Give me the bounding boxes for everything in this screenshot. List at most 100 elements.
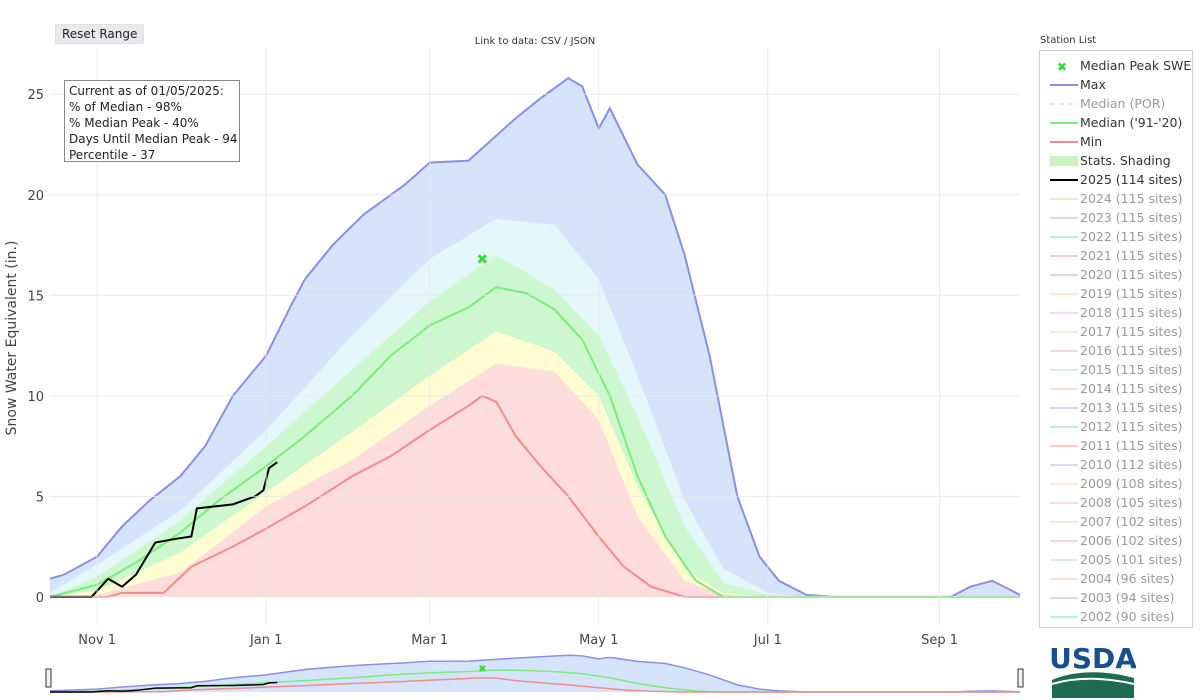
legend-label: 2018 (115 sites) [1080, 305, 1183, 320]
legend-item[interactable]: 2006 (102 sites) [1040, 532, 1192, 551]
legend-label: 2025 (114 sites) [1080, 172, 1183, 187]
legend-item[interactable]: 2014 (115 sites) [1040, 380, 1192, 399]
legend-item[interactable]: 2011 (115 sites) [1040, 437, 1192, 456]
usda-logo: USDA [1050, 642, 1136, 698]
legend-label: Stats. Shading [1080, 153, 1171, 168]
legend-item[interactable]: 2013 (115 sites) [1040, 399, 1192, 418]
legend-item[interactable]: 2015 (115 sites) [1040, 361, 1192, 380]
swe-chart: ✖ 0 5 10 15 20 25 Nov 1 Jan 1 Mar 1 May 1 Jul 1 Sep… [4, 48, 1024, 693]
y-tick-label: 25 [27, 88, 44, 103]
min-line [50, 394, 1020, 598]
legend-item[interactable]: Stats. Shading [1040, 152, 1192, 171]
legend-swatch [1050, 217, 1078, 219]
legend-swatch [1050, 597, 1078, 599]
legend-item[interactable]: 2018 (115 sites) [1040, 304, 1192, 323]
legend-label: Max [1080, 77, 1106, 92]
legend-label: Median ('91-'20) [1080, 115, 1183, 130]
legend-label: Median (POR) [1080, 96, 1166, 111]
legend-swatch [1050, 407, 1078, 409]
legend-swatch [1050, 445, 1078, 447]
legend-item[interactable]: 2020 (115 sites) [1040, 266, 1192, 285]
legend-item[interactable]: 2017 (115 sites) [1040, 323, 1192, 342]
legend-item[interactable]: 2005 (101 sites) [1040, 551, 1192, 570]
legend-label: 2003 (94 sites) [1080, 590, 1175, 605]
legend-item[interactable]: Max [1040, 76, 1192, 95]
range-slider[interactable]: ✖ [45, 654, 1024, 693]
legend-item[interactable]: 2023 (115 sites) [1040, 209, 1192, 228]
info-percentile: Percentile - 37 [69, 148, 156, 162]
legend-swatch [1050, 198, 1078, 200]
legend-swatch [1050, 156, 1078, 166]
data-link[interactable]: Link to data: CSV / JSON [474, 36, 596, 47]
legend-label: 2016 (115 sites) [1080, 343, 1183, 358]
y-tick-label: 5 [36, 490, 44, 505]
legend-item[interactable]: 2019 (115 sites) [1040, 285, 1192, 304]
status-info-box: Current as of 01/05/2025: % of Median - … [64, 80, 240, 162]
legend-item[interactable]: 2012 (115 sites) [1040, 418, 1192, 437]
legend-label: 2013 (115 sites) [1080, 400, 1183, 415]
slider-left-handle[interactable] [45, 668, 52, 688]
legend-label: 2002 (90 sites) [1080, 609, 1175, 624]
x-tick-label: Jul 1 [753, 633, 782, 648]
legend-item[interactable]: Median (POR) [1040, 95, 1192, 114]
legend-item[interactable]: 2022 (115 sites) [1040, 228, 1192, 247]
legend-item[interactable]: 2003 (94 sites) [1040, 589, 1192, 608]
info-current-date: Current as of 01/05/2025: [69, 84, 224, 98]
legend-label: 2004 (96 sites) [1080, 571, 1175, 586]
legend-item[interactable]: ✖ Median Peak SWE [1040, 57, 1192, 76]
legend-swatch: ✖ [1057, 60, 1067, 73]
y-tick-label: 20 [27, 189, 44, 204]
legend-label: 2015 (115 sites) [1080, 362, 1183, 377]
legend-item[interactable]: 2002 (90 sites) [1040, 608, 1192, 627]
legend-swatch [1050, 388, 1078, 390]
legend-label: Min [1080, 134, 1103, 149]
legend-swatch [1050, 540, 1078, 542]
legend-item[interactable]: 2008 (105 sites) [1040, 494, 1192, 513]
legend-label: 2008 (105 sites) [1080, 495, 1183, 510]
legend-item[interactable]: 2010 (112 sites) [1040, 456, 1192, 475]
legend-swatch [1050, 350, 1078, 352]
legend-swatch [1050, 426, 1078, 428]
info-days-until-peak: Days Until Median Peak - 94 [69, 132, 238, 146]
legend: ✖ Median Peak SWE Max Median (POR) Median ('… [1039, 50, 1193, 628]
legend-swatch [1050, 122, 1078, 124]
legend-swatch [1050, 274, 1078, 276]
legend-item[interactable]: 2021 (115 sites) [1040, 247, 1192, 266]
axes: 0 5 10 15 20 25 Nov 1 Jan 1 Mar 1 May 1 Jul 1 Sep 1 [27, 88, 958, 648]
legend-label: 2017 (115 sites) [1080, 324, 1183, 339]
y-tick-label: 0 [36, 591, 44, 606]
legend-item[interactable]: Min [1040, 133, 1192, 152]
x-tick-label: Sep 1 [921, 633, 958, 648]
legend-label: 2022 (115 sites) [1080, 229, 1183, 244]
legend-item[interactable]: 2009 (108 sites) [1040, 475, 1192, 494]
legend-label: 2014 (115 sites) [1080, 381, 1183, 396]
legend-item[interactable]: 2016 (115 sites) [1040, 342, 1192, 361]
slider-max-line [49, 654, 1021, 693]
x-tick-label: Jan 1 [249, 633, 282, 648]
plot-area[interactable]: ✖ [49, 76, 1021, 598]
slider-right-handle[interactable] [1017, 668, 1024, 688]
legend-swatch [1050, 559, 1078, 561]
x-tick-label: Nov 1 [78, 633, 116, 648]
legend-item[interactable]: 2007 (102 sites) [1040, 513, 1192, 532]
legend-swatch [1050, 369, 1078, 371]
legend-swatch [1050, 464, 1078, 466]
legend-swatch [1050, 236, 1078, 238]
legend-label: 2020 (115 sites) [1080, 267, 1183, 282]
grid-lines [50, 48, 1020, 625]
y-tick-label: 10 [27, 390, 44, 405]
legend-swatch [1050, 521, 1078, 523]
legend-label: 2023 (115 sites) [1080, 210, 1183, 225]
legend-label: 2024 (115 sites) [1080, 191, 1183, 206]
slider-current-line [50, 681, 278, 693]
legend-swatch [1050, 578, 1078, 580]
x-tick-label: May 1 [579, 633, 618, 648]
legend-swatch [1050, 255, 1078, 257]
legend-item[interactable]: Median ('91-'20) [1040, 114, 1192, 133]
legend-label: 2021 (115 sites) [1080, 248, 1183, 263]
legend-label: 2005 (101 sites) [1080, 552, 1183, 567]
reset-range-button[interactable]: Reset Range [55, 24, 145, 44]
legend-item[interactable]: 2024 (115 sites) [1040, 190, 1192, 209]
legend-item[interactable]: 2025 (114 sites) [1040, 171, 1192, 190]
legend-item[interactable]: 2004 (96 sites) [1040, 570, 1192, 589]
